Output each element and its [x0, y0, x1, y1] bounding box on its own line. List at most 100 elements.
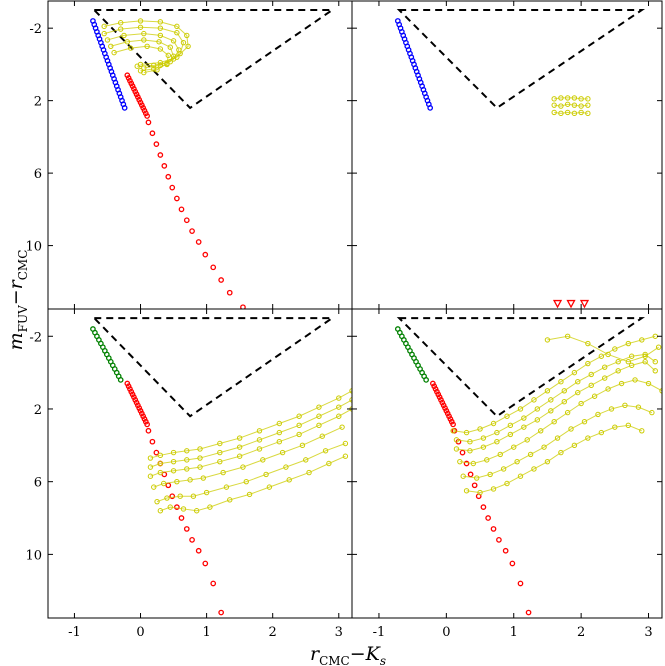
- track-point: [108, 43, 114, 49]
- track-point: [578, 103, 584, 109]
- red-sparse-point: [525, 609, 532, 616]
- track-point: [602, 364, 608, 370]
- red-sparse-point: [202, 251, 209, 258]
- track-point: [598, 353, 605, 359]
- track-point: [575, 379, 581, 385]
- track-point: [541, 444, 547, 450]
- red-sparse-point: [153, 141, 160, 147]
- track-point: [217, 449, 223, 456]
- track-point: [564, 333, 571, 339]
- track-point: [625, 359, 632, 365]
- track-point: [578, 109, 584, 116]
- track-point: [184, 32, 190, 39]
- track-point: [453, 446, 460, 452]
- track-point: [157, 452, 164, 459]
- track-point: [473, 475, 480, 481]
- track-point: [154, 498, 160, 505]
- track-point: [185, 43, 191, 49]
- x-tick-label: 1: [202, 625, 210, 640]
- track-point: [591, 393, 598, 399]
- red-dense-point: [431, 383, 438, 390]
- track-point: [581, 418, 588, 425]
- red-dense-point: [142, 418, 149, 425]
- track-point: [167, 504, 173, 510]
- track-point: [551, 109, 557, 116]
- track-line-2: [554, 111, 588, 114]
- red-dense-point: [125, 75, 132, 81]
- track-point: [141, 69, 147, 76]
- red-dense-point: [447, 416, 454, 422]
- red-dense-point: [142, 110, 149, 117]
- track-point: [101, 23, 107, 30]
- track-point: [642, 353, 648, 359]
- y-tick-label: -2: [29, 330, 42, 345]
- track-point: [635, 404, 642, 410]
- track-point: [517, 406, 524, 412]
- track-point: [217, 458, 223, 465]
- track-point: [336, 404, 342, 410]
- track-point: [157, 508, 164, 514]
- track-point: [296, 413, 302, 419]
- red-sparse-point: [502, 547, 509, 554]
- track-point: [156, 39, 162, 45]
- track-point: [605, 386, 611, 392]
- track-point: [504, 480, 510, 487]
- track-point: [645, 380, 652, 387]
- y-axis-title: mFUV−rCMC: [5, 250, 30, 351]
- red-dense-point: [138, 410, 145, 417]
- track-point: [276, 429, 283, 436]
- panel-frame: [351, 308, 663, 619]
- track-point: [558, 379, 564, 385]
- track-point: [531, 466, 537, 472]
- red-dense-point: [432, 386, 439, 392]
- y-tick-label: 2: [34, 95, 42, 110]
- track-point: [450, 428, 456, 434]
- red-dense-point: [133, 91, 140, 98]
- track-point: [157, 469, 164, 476]
- track-point: [534, 417, 541, 423]
- red-dense-point: [434, 388, 440, 395]
- red-sparse-point: [471, 482, 478, 489]
- red-dense-point: [435, 391, 442, 398]
- track-point: [564, 409, 571, 416]
- track-line-0: [554, 97, 588, 100]
- red-sparse-point: [149, 438, 156, 445]
- track-point: [316, 413, 322, 419]
- red-dense-point: [446, 413, 452, 420]
- red-sparse-point: [145, 119, 152, 126]
- track-point: [477, 489, 483, 496]
- track-point: [147, 464, 154, 470]
- track-point: [177, 493, 183, 499]
- track-point: [494, 438, 500, 445]
- y-tick-label: -2: [29, 22, 42, 37]
- track-point: [220, 469, 226, 476]
- track-point: [571, 369, 578, 376]
- track-point: [256, 437, 263, 443]
- red-dense-point: [442, 405, 448, 411]
- red-sparse-point: [165, 482, 172, 489]
- track-line-1: [554, 103, 588, 107]
- track-point: [296, 431, 302, 438]
- track-point: [167, 44, 173, 50]
- track-point: [639, 337, 645, 343]
- panel-bottom-right: -1 0 1 2 3: [351, 308, 663, 640]
- red-sparse-point: [240, 304, 246, 309]
- track-point: [336, 395, 342, 401]
- red-sparse-point: [490, 526, 497, 532]
- track-point: [342, 453, 349, 459]
- red-sparse-point: [517, 580, 524, 587]
- red-sparse-point: [226, 289, 233, 296]
- track-point: [240, 464, 246, 470]
- track-line-2: [456, 361, 656, 452]
- upper-limit-marker: [579, 299, 590, 309]
- red-dense-point: [438, 397, 444, 403]
- track-point: [585, 110, 591, 117]
- track-point: [187, 477, 193, 483]
- track-point: [531, 397, 537, 403]
- track-point: [256, 428, 263, 434]
- red-sparse-point: [169, 493, 176, 500]
- track-point: [507, 422, 514, 429]
- blue-point: [427, 105, 434, 111]
- red-dense-point: [448, 418, 455, 425]
- track-point: [174, 23, 180, 30]
